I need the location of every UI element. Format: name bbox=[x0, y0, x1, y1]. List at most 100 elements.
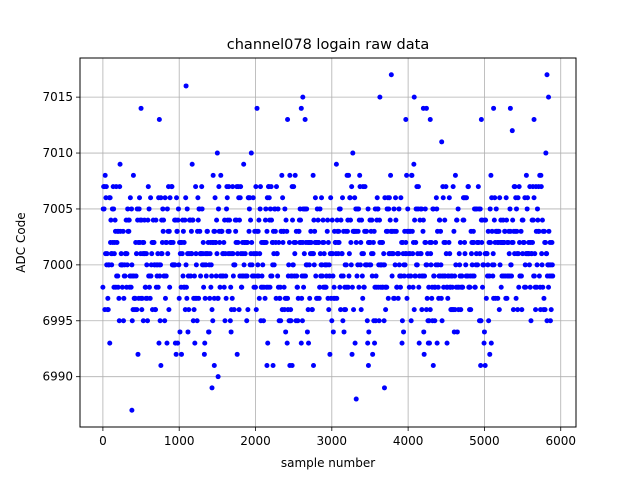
data-point bbox=[534, 262, 540, 268]
data-point bbox=[107, 340, 113, 346]
data-point bbox=[291, 184, 297, 190]
x-tick-label: 1000 bbox=[164, 434, 195, 448]
data-point bbox=[196, 295, 202, 301]
data-point bbox=[370, 351, 376, 357]
data-point bbox=[409, 172, 415, 178]
data-point bbox=[454, 217, 460, 223]
data-point bbox=[227, 217, 233, 223]
data-point bbox=[107, 195, 113, 201]
data-point bbox=[222, 318, 228, 324]
data-point bbox=[269, 217, 275, 223]
data-point bbox=[343, 307, 349, 313]
data-point bbox=[504, 217, 510, 223]
data-point bbox=[135, 351, 141, 357]
data-point bbox=[277, 295, 283, 301]
data-point bbox=[344, 228, 350, 234]
data-point bbox=[396, 206, 402, 212]
data-point bbox=[319, 273, 325, 279]
data-point bbox=[481, 340, 487, 346]
data-point bbox=[185, 329, 191, 335]
data-point bbox=[153, 307, 159, 313]
data-point bbox=[381, 318, 387, 324]
data-point bbox=[175, 340, 181, 346]
data-point bbox=[522, 262, 528, 268]
data-point bbox=[140, 318, 146, 324]
outlier-point bbox=[311, 363, 316, 368]
data-point bbox=[193, 184, 199, 190]
data-point bbox=[487, 351, 493, 357]
data-point bbox=[223, 273, 229, 279]
data-point bbox=[275, 273, 281, 279]
chart-title: channel078 logain raw data bbox=[227, 37, 429, 53]
data-point bbox=[513, 206, 519, 212]
data-point bbox=[129, 318, 135, 324]
data-point bbox=[103, 184, 109, 190]
data-point bbox=[357, 262, 363, 268]
data-point bbox=[446, 195, 452, 201]
data-point bbox=[188, 228, 194, 234]
data-point bbox=[336, 240, 342, 245]
data-point bbox=[284, 340, 290, 346]
data-point bbox=[326, 307, 332, 313]
data-point bbox=[280, 195, 286, 201]
data-point bbox=[350, 150, 356, 156]
data-point bbox=[523, 172, 529, 178]
data-point bbox=[505, 240, 511, 245]
data-point bbox=[534, 284, 540, 290]
data-point bbox=[208, 284, 214, 290]
data-point bbox=[201, 351, 207, 357]
data-point bbox=[305, 307, 311, 313]
data-point bbox=[216, 184, 222, 190]
data-point bbox=[393, 217, 399, 223]
data-point bbox=[546, 284, 552, 290]
data-point bbox=[526, 262, 532, 268]
data-point bbox=[228, 329, 234, 335]
data-point bbox=[111, 206, 117, 212]
data-point bbox=[224, 195, 230, 201]
data-point bbox=[348, 217, 354, 223]
data-point bbox=[352, 195, 358, 201]
y-tick-label: 7000 bbox=[42, 258, 73, 272]
data-point bbox=[453, 262, 459, 268]
data-point bbox=[416, 284, 422, 290]
data-point bbox=[424, 295, 430, 301]
data-point bbox=[370, 240, 376, 245]
data-point bbox=[440, 195, 446, 201]
data-point bbox=[460, 284, 466, 290]
data-point bbox=[229, 295, 235, 301]
data-point bbox=[176, 262, 182, 268]
data-point bbox=[452, 172, 458, 178]
data-point bbox=[358, 307, 364, 313]
data-point bbox=[256, 273, 262, 279]
data-point bbox=[483, 295, 489, 301]
outlier-point bbox=[209, 385, 215, 391]
data-point bbox=[434, 340, 440, 346]
data-point bbox=[488, 240, 494, 245]
data-point bbox=[313, 273, 319, 279]
data-point bbox=[162, 318, 168, 324]
data-point bbox=[388, 172, 394, 178]
data-point bbox=[139, 307, 145, 313]
data-point bbox=[413, 240, 419, 245]
data-point bbox=[235, 251, 241, 257]
data-point bbox=[242, 251, 248, 257]
data-point bbox=[255, 228, 261, 234]
data-point bbox=[304, 206, 310, 212]
data-point bbox=[443, 240, 449, 245]
data-point bbox=[129, 262, 135, 268]
data-point bbox=[221, 284, 227, 290]
data-point bbox=[253, 184, 259, 190]
data-point bbox=[347, 195, 353, 201]
data-point bbox=[201, 284, 207, 290]
data-point bbox=[464, 195, 469, 201]
data-point bbox=[226, 228, 232, 234]
data-point bbox=[390, 251, 396, 257]
data-point bbox=[134, 307, 140, 313]
data-point bbox=[277, 284, 283, 290]
data-point bbox=[348, 240, 354, 245]
data-point bbox=[434, 206, 440, 212]
data-point bbox=[452, 307, 458, 313]
data-point bbox=[112, 217, 118, 223]
outlier-point bbox=[377, 94, 383, 100]
